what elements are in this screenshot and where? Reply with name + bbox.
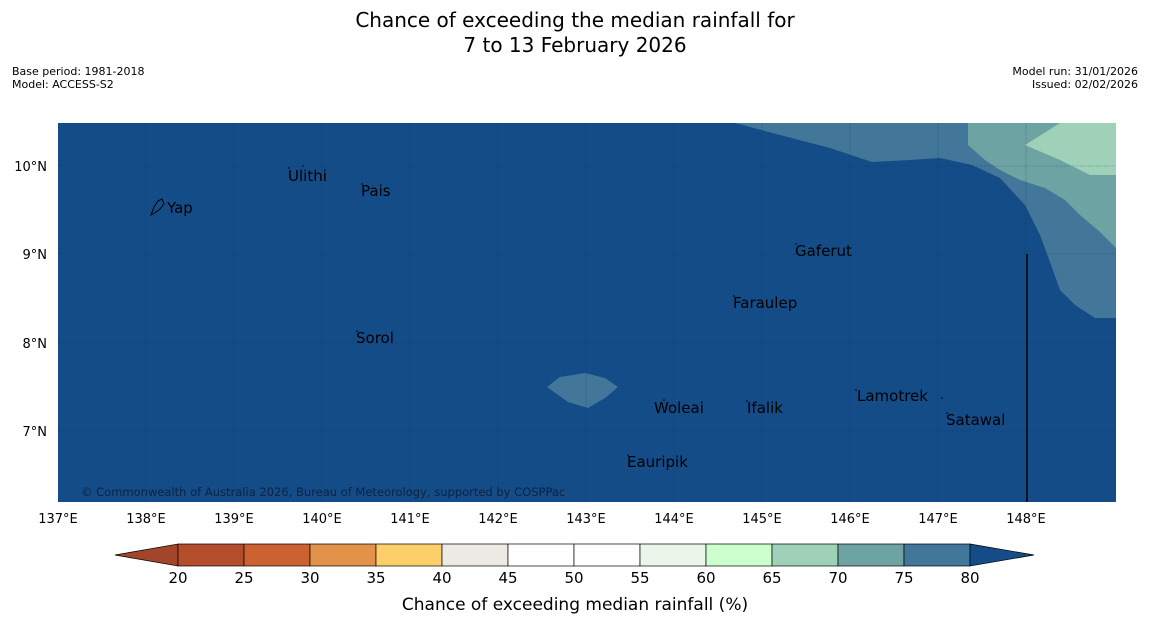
place-label: Yap xyxy=(166,199,193,217)
colorbar-swatch xyxy=(243,543,311,567)
lon-label: 148°E xyxy=(1006,512,1046,527)
lon-label: 143°E xyxy=(566,512,606,527)
lon-label: 147°E xyxy=(918,512,958,527)
colorbar-swatch xyxy=(441,543,509,567)
colorbar-tick: 55 xyxy=(630,569,649,587)
colorbar-tick: 35 xyxy=(366,569,385,587)
lon-label: 140°E xyxy=(302,512,342,527)
colorbar-tick: 65 xyxy=(762,569,781,587)
colorbar-tick: 30 xyxy=(300,569,319,587)
place-label: Satawal xyxy=(946,411,1005,429)
colorbar-tick: 70 xyxy=(828,569,847,587)
colorbar-title: Chance of exceeding median rainfall (%) xyxy=(402,595,748,615)
colorbar xyxy=(114,543,1035,567)
colorbar-swatch xyxy=(771,543,839,567)
place-label: Lamotrek xyxy=(857,387,928,405)
colorbar-tick: 25 xyxy=(234,569,253,587)
lon-label: 142°E xyxy=(478,512,518,527)
base-period: Base period: 1981-2018 xyxy=(12,65,145,78)
model-name: Model: ACCESS-S2 xyxy=(12,78,114,91)
place-label: Ifalik xyxy=(747,399,783,417)
place-label: Faraulep xyxy=(733,294,797,312)
colorbar-tick: 20 xyxy=(168,569,187,587)
lon-label: 144°E xyxy=(654,512,694,527)
place-label: Woleai xyxy=(654,399,704,417)
lon-label: 139°E xyxy=(214,512,254,527)
colorbar-swatch xyxy=(375,543,443,567)
title-line-2: 7 to 13 February 2026 xyxy=(463,33,687,57)
lat-label: 10°N xyxy=(14,160,47,175)
lat-label: 8°N xyxy=(23,337,48,352)
lat-label: 7°N xyxy=(23,425,48,440)
lon-label: 145°E xyxy=(742,512,782,527)
colorbar-low-arrow xyxy=(114,543,179,567)
colorbar-swatch xyxy=(903,543,971,567)
colorbar-swatch xyxy=(573,543,641,567)
lat-label: 9°N xyxy=(23,248,48,263)
meta-right: Model run: 31/01/2026 Issued: 02/02/2026 xyxy=(1012,65,1138,91)
issued-date: Issued: 02/02/2026 xyxy=(1031,78,1138,91)
colorbar-swatch xyxy=(177,543,245,567)
meta-left: Base period: 1981-2018 Model: ACCESS-S2 xyxy=(12,65,144,91)
title-line-1: Chance of exceeding the median rainfall … xyxy=(355,8,795,32)
lon-label: 146°E xyxy=(830,512,870,527)
colorbar-tick: 80 xyxy=(960,569,979,587)
colorbar-tick: 50 xyxy=(564,569,583,587)
colorbar-tick: 60 xyxy=(696,569,715,587)
place-label: Eauripik xyxy=(627,453,688,471)
colorbar-high-arrow xyxy=(969,543,1035,567)
place-label: Ulithi xyxy=(288,167,327,185)
colorbar-swatch xyxy=(309,543,377,567)
contour-65-70 xyxy=(1025,123,1116,175)
map-background xyxy=(58,123,1116,502)
colorbar-tick: 45 xyxy=(498,569,517,587)
colorbar-swatch xyxy=(639,543,707,567)
colorbar-tick: 75 xyxy=(894,569,913,587)
island-markers xyxy=(288,165,948,456)
yap-island-shape xyxy=(150,198,165,217)
place-label: Pais xyxy=(361,182,391,200)
place-label: Sorol xyxy=(356,329,394,347)
lon-label: 138°E xyxy=(126,512,166,527)
colorbar-swatch xyxy=(705,543,773,567)
lon-label: 137°E xyxy=(38,512,78,527)
copyright-text: © Commonwealth of Australia 2026, Bureau… xyxy=(81,485,565,499)
model-run: Model run: 31/01/2026 xyxy=(1012,65,1138,78)
colorbar-swatch xyxy=(507,543,575,567)
contour-patch xyxy=(547,373,618,408)
place-label: Gaferut xyxy=(795,242,852,260)
colorbar-swatch xyxy=(837,543,905,567)
map-gridlines xyxy=(58,123,1116,502)
lon-label: 141°E xyxy=(390,512,430,527)
chart-title: Chance of exceeding the median rainfall … xyxy=(0,8,1150,58)
colorbar-tick: 40 xyxy=(432,569,451,587)
